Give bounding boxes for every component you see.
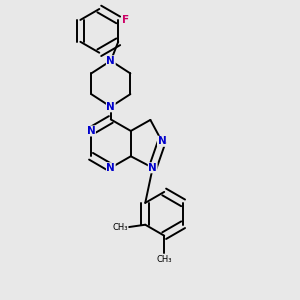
- Text: F: F: [122, 15, 129, 25]
- Text: N: N: [106, 56, 115, 66]
- Text: N: N: [158, 136, 166, 146]
- Text: CH₃: CH₃: [112, 223, 128, 232]
- Text: CH₃: CH₃: [156, 254, 172, 263]
- Text: N: N: [106, 163, 115, 173]
- Text: N: N: [106, 102, 115, 112]
- Text: N: N: [148, 163, 157, 173]
- Text: N: N: [87, 126, 95, 136]
